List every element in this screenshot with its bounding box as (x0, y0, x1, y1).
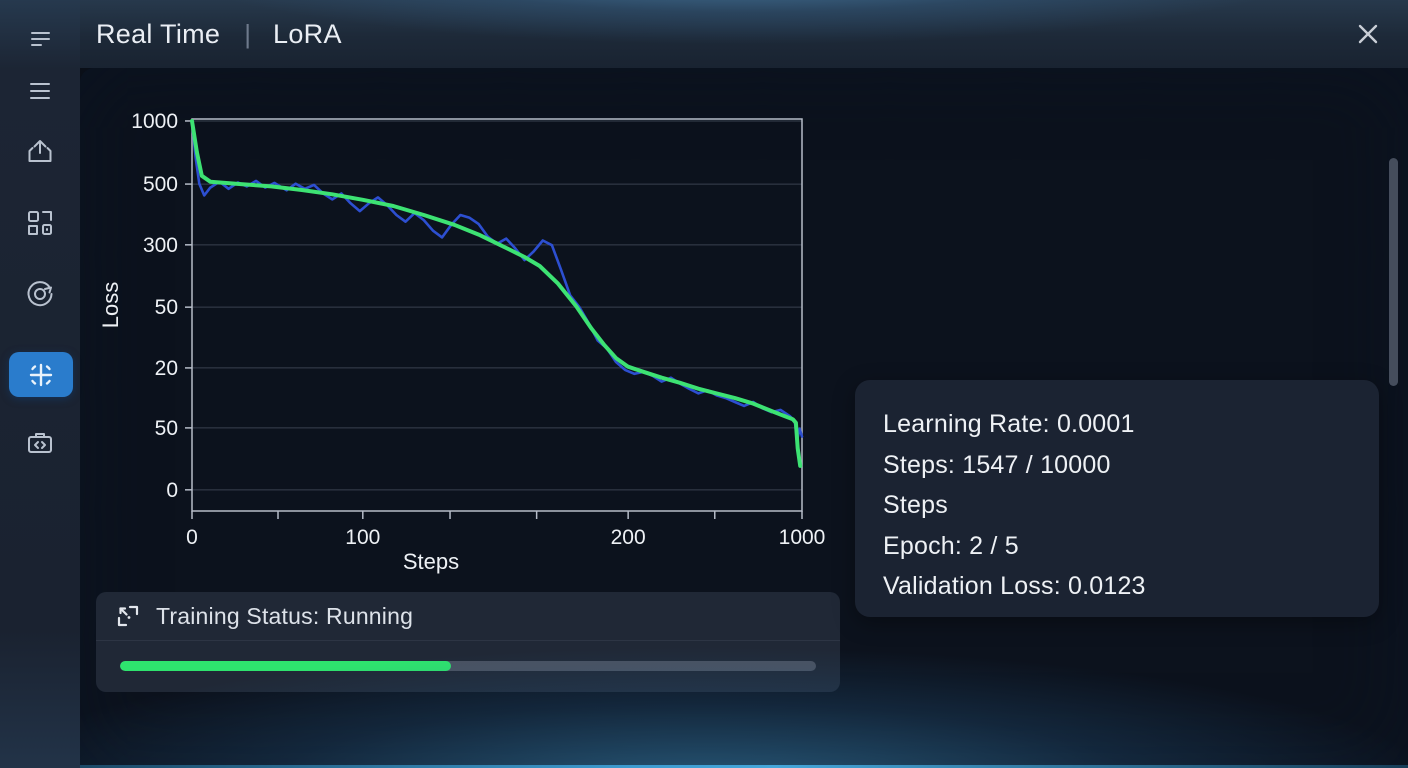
svg-text:1000: 1000 (131, 110, 178, 133)
upload-icon[interactable] (0, 134, 80, 168)
header-title-secondary: LoRA (273, 18, 342, 49)
svg-text:Loss: Loss (98, 282, 123, 328)
steps-label: Steps (883, 491, 948, 519)
briefcase-code-icon[interactable] (0, 426, 80, 460)
progress-row (96, 641, 840, 691)
bottom-edge-highlight (0, 765, 1408, 768)
close-button[interactable] (1350, 16, 1386, 52)
header-separator: | (244, 18, 252, 49)
svg-text:1000: 1000 (779, 526, 826, 549)
crop-rotate-icon (117, 605, 139, 627)
progress-track (120, 661, 816, 671)
svg-text:200: 200 (611, 526, 646, 549)
training-status-label: Training Status: Running (156, 602, 414, 629)
sidebar (0, 0, 80, 768)
svg-text:50: 50 (155, 296, 178, 319)
steps-value: Steps: 1547 / 10000 (883, 450, 1111, 479)
svg-text:20: 20 (155, 357, 178, 380)
svg-text:500: 500 (143, 173, 178, 196)
svg-text:300: 300 (143, 234, 178, 257)
training-status-panel: Training Status: Running (96, 592, 840, 692)
training-info-card: Learning Rate: 0.0001 Steps: 1547 / 1000… (855, 380, 1379, 617)
loss-chart: 1000 500 300 50 20 50 0 0 100 200 1000 Steps Loss (96, 94, 856, 574)
training-status-header: Training Status: Running (96, 592, 840, 641)
header-title-primary: Real Time (96, 18, 221, 49)
epoch-value: Epoch: 2 / 5 (883, 531, 1019, 560)
learning-rate-value: Learning Rate: 0.0001 (883, 410, 1135, 438)
menu-icon[interactable] (0, 78, 80, 104)
svg-text:100: 100 (345, 526, 380, 549)
dashboard-grid-icon[interactable] (0, 206, 80, 240)
gauge-icon[interactable] (0, 276, 80, 312)
vertical-scrollbar-thumb[interactable] (1389, 158, 1398, 386)
svg-text:Steps: Steps (403, 549, 459, 574)
progress-fill (120, 661, 451, 671)
svg-text:50: 50 (155, 417, 178, 440)
segmented-cross-icon (29, 363, 53, 386)
close-icon (1358, 24, 1378, 44)
svg-text:0: 0 (166, 479, 178, 502)
align-left-icon[interactable] (0, 26, 80, 52)
sidebar-item-realtime-active[interactable] (9, 352, 73, 397)
header-bar: Real Time | LoRA (80, 0, 1408, 68)
validation-loss-value: Validation Loss: 0.0123 (883, 572, 1146, 600)
svg-text:0: 0 (186, 526, 198, 549)
